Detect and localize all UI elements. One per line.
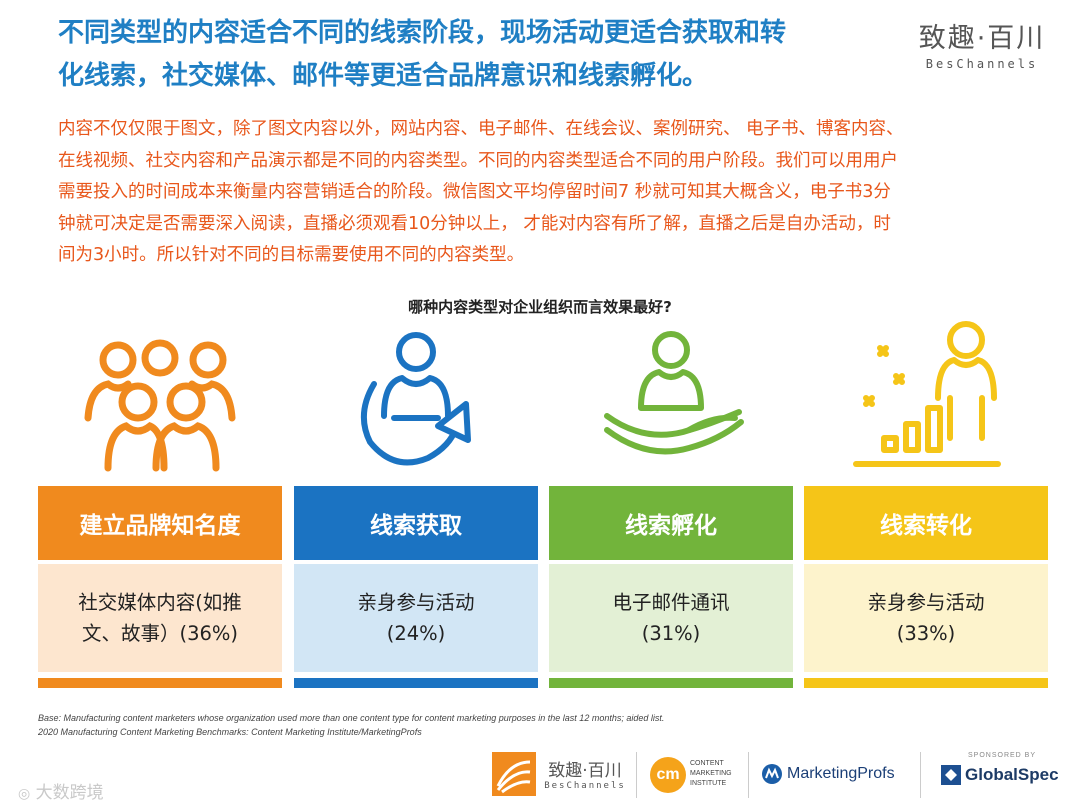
group-people-icon	[84, 339, 236, 472]
column-bar	[294, 678, 538, 688]
column-bar	[38, 678, 282, 688]
paragraph-line: 钟就可决定是否需要深入阅读，直播必须观看10分钟以上， 才能对内容有所了解，直播…	[58, 213, 891, 234]
column-body-lead-acquisition: 亲身参与活动 (24%)	[294, 564, 538, 672]
column-body-lead-nurturing: 电子邮件通讯 (31%)	[549, 564, 793, 672]
column-body-lead-conversion: 亲身参与活动 (33%)	[804, 564, 1048, 672]
column-body-line: 社交媒体内容(如推	[78, 591, 242, 614]
column-body-line: 电子邮件通讯	[612, 591, 730, 614]
beschannels-logo-mark	[492, 752, 536, 796]
paragraph-line: 间为3小时。所以针对不同的目标需要使用不同的内容类型。	[58, 245, 525, 265]
watermark-icon: ◎	[18, 786, 31, 802]
beschannels-footer-cn: 致趣·百川	[548, 761, 622, 781]
marketingprofs-mark-icon	[762, 764, 782, 784]
beschannels-footer-logo: 致趣·百川 BesChannels	[540, 756, 630, 791]
title-line-1: 不同类型的内容适合不同的线索阶段，现场活动更适合获取和转	[58, 18, 787, 48]
paragraph-line: 需要投入的时间成本来衡量内容营销适合的阶段。微信图文平均停留时间7 秒就可知其大…	[58, 182, 891, 202]
brand-logo-cn: 致趣·百川	[918, 23, 1046, 54]
watermark: ◎ 大数跨境	[18, 783, 104, 803]
column-header-lead-acquisition: 线索获取	[294, 486, 538, 560]
column-header-lead-nurturing: 线索孵化	[549, 486, 793, 560]
logo-divider	[636, 752, 637, 798]
sponsored-by-label: SPONSORED BY	[968, 752, 1037, 759]
column-header-lead-conversion: 线索转化	[804, 486, 1048, 560]
footnote-line: 2020 Manufacturing Content Marketing Ben…	[38, 727, 422, 737]
column-body-brand-awareness: 社交媒体内容(如推 文、故事）(36%)	[38, 564, 282, 672]
cmi-logo-mark: cm	[650, 757, 686, 793]
survey-question: 哪种内容类型对企业组织而言效果最好?	[408, 298, 672, 316]
globalspec-logo: GlobalSpec	[940, 764, 1059, 786]
marketingprofs-logo: MarketingProfs	[760, 762, 895, 786]
cmi-logo-text: CONTENT MARKETING INSTITUTE	[690, 760, 732, 787]
column-body-line: 亲身参与活动	[867, 591, 985, 614]
column-bar	[804, 678, 1048, 688]
hand-holding-person-icon	[604, 331, 744, 455]
source-footnote: Base: Manufacturing content marketers wh…	[38, 711, 664, 739]
column-body-line: (33%)	[896, 622, 956, 645]
globalspec-text: GlobalSpec	[965, 765, 1059, 784]
logo-divider	[748, 752, 749, 798]
column-body-line: (24%)	[386, 622, 446, 645]
title-line-2: 化线索，社交媒体、邮件等更适合品牌意识和线索孵化。	[58, 61, 709, 91]
paragraph-line: 在线视频、社交内容和产品演示都是不同的内容类型。不同的内容类型适合不同的用户阶段…	[58, 150, 898, 171]
column-header-brand-awareness: 建立品牌知名度	[38, 486, 282, 560]
person-cycle-arrow-icon	[361, 332, 471, 466]
person-rising-bars-icon	[853, 321, 1001, 467]
column-body-line: (31%)	[641, 622, 701, 645]
beschannels-mark-icon	[496, 760, 531, 794]
beschannels-footer-en: BesChannels	[544, 781, 626, 791]
brand-logo-en: BesChannels	[925, 57, 1039, 71]
paragraph-line: 内容不仅仅限于图文，除了图文内容以外，网站内容、电子邮件、在线会议、案例研究、 …	[58, 119, 904, 139]
brand-logo: 致趣·百川 BesChannels	[912, 16, 1052, 71]
marketingprofs-text: MarketingProfs	[787, 765, 895, 782]
globalspec-mark-icon	[941, 765, 961, 785]
footnote-line: Base: Manufacturing content marketers wh…	[38, 713, 665, 723]
logo-divider	[920, 752, 921, 798]
column-body-line: 亲身参与活动	[357, 591, 475, 614]
column-body-line: 文、故事）(36%)	[81, 622, 239, 645]
intro-paragraph: 内容不仅仅限于图文，除了图文内容以外，网站内容、电子邮件、在线会议、案例研究、 …	[58, 114, 1048, 272]
page-title: 不同类型的内容适合不同的线索阶段，现场活动更适合获取和转 化线索，社交媒体、邮件…	[58, 12, 898, 98]
column-bar	[549, 678, 793, 688]
